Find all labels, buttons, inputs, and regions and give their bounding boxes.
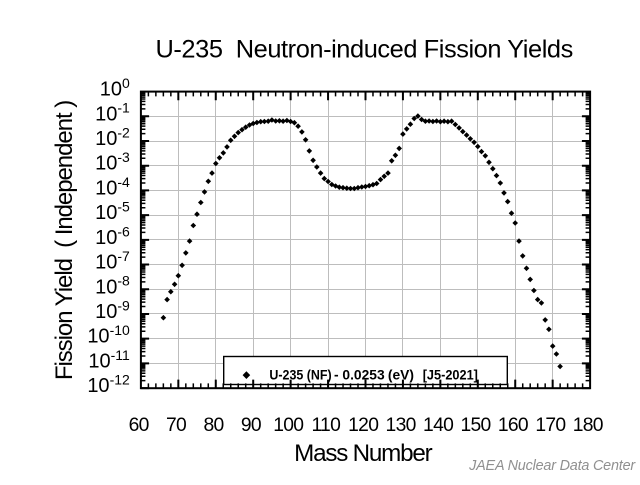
svg-text:100: 100 [273, 415, 303, 436]
svg-text:170: 170 [535, 415, 565, 436]
svg-text:150: 150 [460, 415, 490, 436]
svg-text:140: 140 [423, 415, 453, 436]
svg-text:- 0.0253: - 0.0253 [334, 367, 385, 382]
svg-text:90: 90 [241, 415, 261, 436]
svg-text:130: 130 [386, 415, 416, 436]
svg-text:180: 180 [573, 415, 603, 436]
svg-text:70: 70 [166, 415, 186, 436]
svg-text:Fission Yield ( Independent ): Fission Yield ( Independent ) [51, 101, 78, 380]
svg-text:10-3: 10-3 [95, 149, 130, 175]
svg-text:160: 160 [498, 415, 528, 436]
svg-text:JAEA Nuclear Data Center: JAEA Nuclear Data Center [468, 458, 636, 474]
svg-text:U-235 (NF): U-235 (NF) [269, 367, 331, 382]
svg-text:Mass Number: Mass Number [294, 440, 432, 467]
svg-text:U-235 Neutron-induced Fission: U-235 Neutron-induced Fission Yields [156, 35, 573, 63]
svg-text:120: 120 [348, 415, 378, 436]
svg-text:110: 110 [311, 415, 340, 436]
svg-text:(eV): (eV) [388, 367, 414, 382]
svg-text:[J5-2021]: [J5-2021] [423, 367, 478, 382]
svg-text:10-9: 10-9 [95, 297, 130, 323]
svg-text:60: 60 [129, 415, 149, 436]
svg-text:10-2: 10-2 [95, 124, 130, 150]
svg-text:80: 80 [203, 415, 223, 436]
